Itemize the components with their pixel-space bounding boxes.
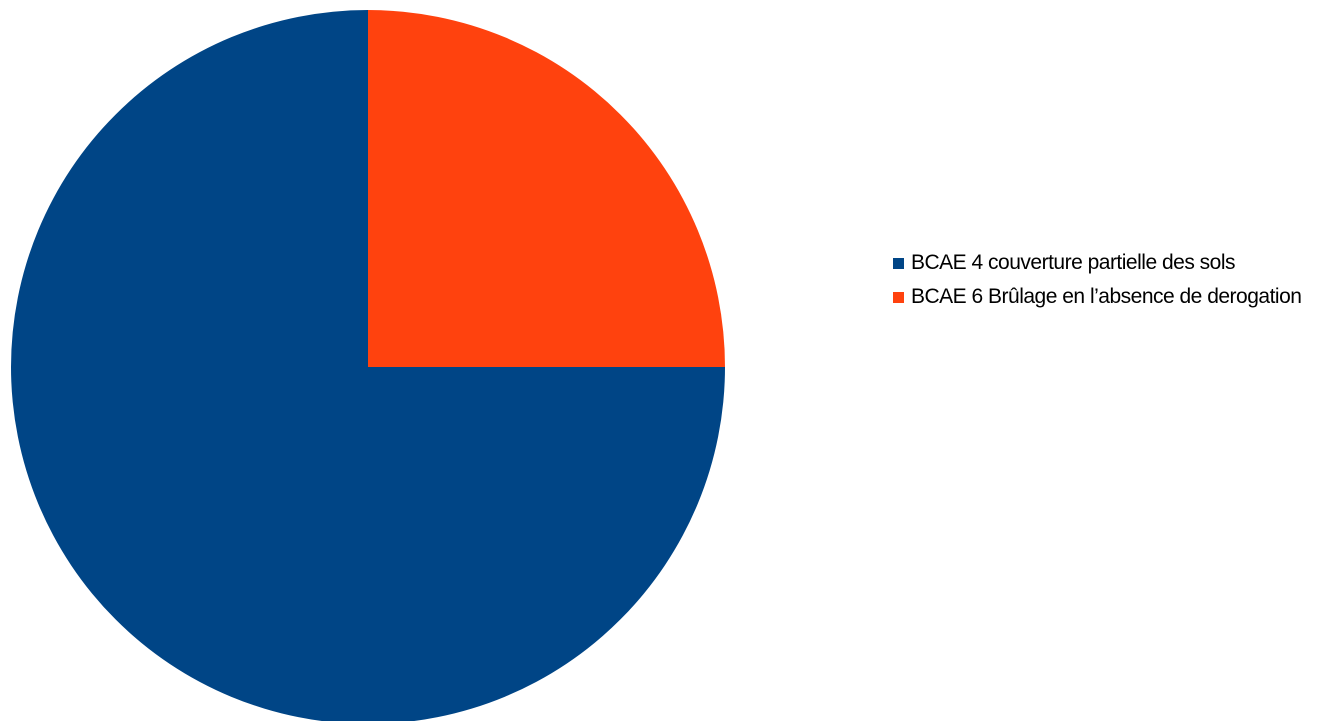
legend: BCAE 4 couverture partielle des sols BCA…	[893, 250, 1333, 318]
legend-label: BCAE 4 couverture partielle des sols	[911, 251, 1236, 274]
legend-label: BCAE 6 Brûlage en l’absence de derogatio…	[911, 285, 1302, 308]
pie-slices	[11, 10, 725, 721]
legend-item: BCAE 6 Brûlage en l’absence de derogatio…	[893, 284, 1333, 310]
legend-swatch	[893, 258, 904, 269]
pie-slice	[11, 10, 725, 721]
pie-slice	[368, 10, 725, 367]
legend-item: BCAE 4 couverture partielle des sols	[893, 250, 1333, 276]
legend-swatch	[893, 292, 904, 303]
